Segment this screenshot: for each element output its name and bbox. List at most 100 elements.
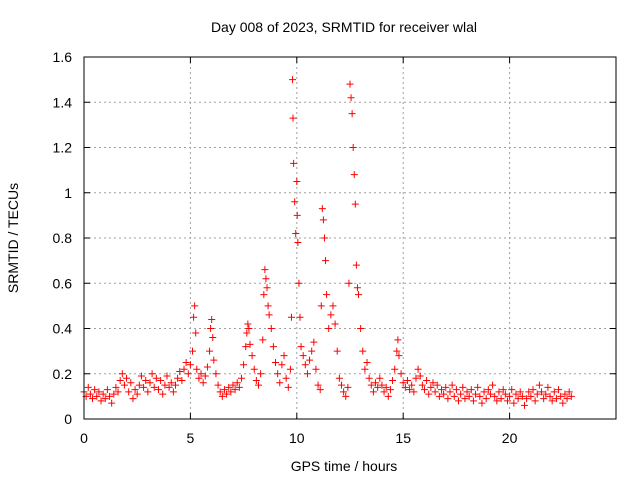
data-point bbox=[246, 340, 254, 348]
data-point bbox=[412, 374, 420, 382]
data-point bbox=[431, 388, 439, 396]
data-point bbox=[218, 392, 226, 400]
data-point bbox=[363, 358, 371, 366]
data-point bbox=[289, 114, 297, 122]
data-point bbox=[467, 386, 475, 394]
data-point bbox=[310, 338, 318, 346]
data-point bbox=[297, 343, 305, 351]
data-point bbox=[278, 361, 286, 369]
data-point bbox=[425, 390, 433, 398]
data-point bbox=[384, 392, 392, 400]
data-point bbox=[403, 377, 411, 385]
data-point bbox=[210, 356, 218, 364]
data-point bbox=[333, 347, 341, 355]
data-point bbox=[340, 388, 348, 396]
data-point bbox=[291, 198, 299, 206]
data-point bbox=[489, 381, 497, 389]
data-point bbox=[284, 383, 292, 391]
data-point bbox=[165, 383, 173, 391]
data-point bbox=[97, 397, 105, 405]
data-point bbox=[312, 365, 320, 373]
data-point bbox=[486, 390, 494, 398]
data-point bbox=[557, 392, 565, 400]
data-point bbox=[152, 374, 160, 382]
data-point bbox=[463, 388, 471, 396]
data-point bbox=[327, 311, 335, 319]
data-point bbox=[93, 392, 101, 400]
data-point bbox=[444, 395, 452, 403]
data-point bbox=[212, 370, 220, 378]
data-point bbox=[406, 386, 414, 394]
data-point bbox=[408, 381, 416, 389]
data-point bbox=[374, 383, 382, 391]
data-point bbox=[272, 358, 280, 366]
data-point bbox=[282, 374, 290, 382]
data-point bbox=[329, 302, 337, 310]
data-point bbox=[474, 383, 482, 391]
data-point bbox=[350, 171, 358, 179]
data-point bbox=[293, 211, 301, 219]
data-point bbox=[457, 390, 465, 398]
data-point bbox=[525, 388, 533, 396]
data-point bbox=[369, 388, 377, 396]
data-point bbox=[540, 395, 548, 403]
data-point bbox=[386, 386, 394, 394]
data-point bbox=[399, 379, 407, 387]
data-point bbox=[355, 291, 363, 299]
data-point bbox=[199, 379, 207, 387]
data-point bbox=[347, 94, 355, 102]
data-point bbox=[351, 200, 359, 208]
data-point bbox=[195, 374, 203, 382]
data-point bbox=[260, 291, 268, 299]
data-point bbox=[344, 383, 352, 391]
data-point bbox=[452, 386, 460, 394]
data-point bbox=[116, 377, 124, 385]
data-point bbox=[125, 388, 133, 396]
data-point bbox=[348, 110, 356, 118]
y-tick-label: 1.2 bbox=[53, 140, 73, 156]
data-point bbox=[189, 347, 197, 355]
data-point bbox=[261, 266, 269, 274]
data-point bbox=[190, 313, 198, 321]
data-point bbox=[523, 395, 531, 403]
data-point bbox=[206, 347, 214, 355]
data-point bbox=[137, 372, 145, 380]
data-point bbox=[301, 361, 309, 369]
x-tick-label: 15 bbox=[395, 430, 411, 446]
data-point bbox=[144, 388, 152, 396]
data-point bbox=[161, 381, 169, 389]
data-point bbox=[180, 365, 188, 373]
data-point bbox=[501, 390, 509, 398]
data-point bbox=[148, 370, 156, 378]
x-tick-label: 0 bbox=[80, 430, 88, 446]
y-tick-label: 0.6 bbox=[53, 275, 73, 291]
data-point bbox=[248, 352, 256, 360]
data-point bbox=[389, 377, 397, 385]
data-point bbox=[561, 390, 569, 398]
data-point bbox=[263, 284, 271, 292]
data-point bbox=[331, 320, 339, 328]
data-point bbox=[531, 397, 539, 405]
data-point bbox=[418, 381, 426, 389]
data-point bbox=[84, 383, 92, 391]
data-point bbox=[120, 381, 128, 389]
y-axis-label: SRMTID / TECUs bbox=[5, 183, 21, 293]
data-point bbox=[322, 257, 330, 265]
data-point bbox=[276, 379, 284, 387]
data-point bbox=[469, 397, 477, 405]
data-point bbox=[359, 347, 367, 355]
x-tick-label: 5 bbox=[187, 430, 195, 446]
data-point bbox=[427, 383, 435, 391]
data-point bbox=[287, 313, 295, 321]
data-point bbox=[184, 370, 192, 378]
data-point bbox=[499, 386, 507, 394]
data-point bbox=[118, 370, 126, 378]
data-point bbox=[342, 392, 350, 400]
data-point bbox=[516, 388, 524, 396]
data-point bbox=[174, 374, 182, 382]
data-point bbox=[442, 383, 450, 391]
data-point bbox=[167, 379, 175, 387]
data-point bbox=[296, 313, 304, 321]
data-point bbox=[142, 377, 150, 385]
data-point bbox=[448, 381, 456, 389]
